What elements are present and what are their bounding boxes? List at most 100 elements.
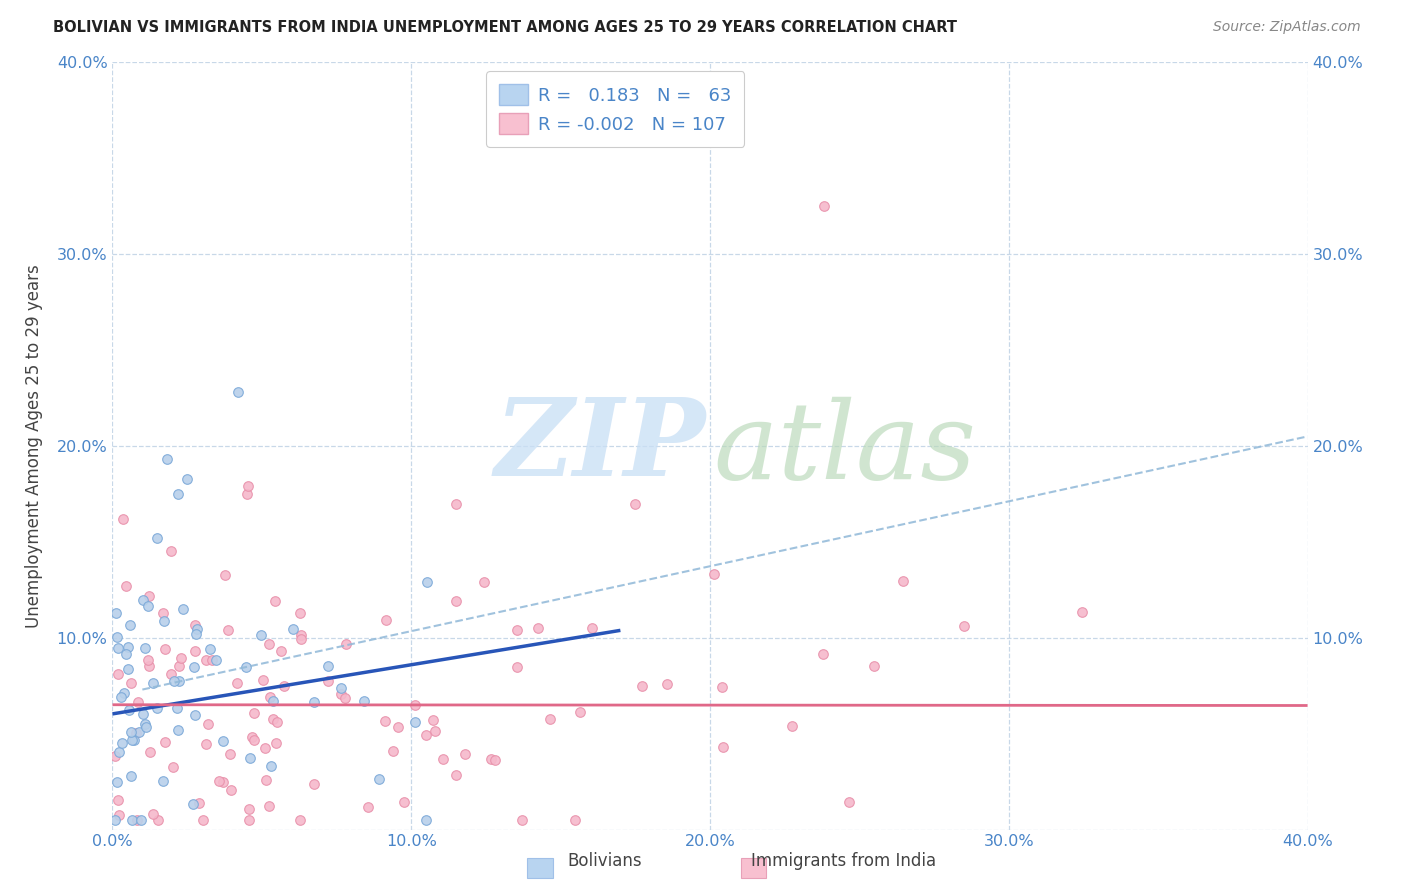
Legend: R =   0.183   N =   63, R = -0.002   N = 107: R = 0.183 N = 63, R = -0.002 N = 107 xyxy=(486,71,744,146)
Immigrants from India xyxy=(111,511,134,525)
Bolivians xyxy=(104,607,127,621)
Immigrants from India xyxy=(290,813,312,827)
Bolivians xyxy=(184,708,207,723)
Bolivians xyxy=(111,737,134,751)
Immigrants from India xyxy=(107,793,129,807)
Bolivians xyxy=(176,472,198,486)
Immigrants from India xyxy=(159,544,181,558)
Bolivians xyxy=(134,717,156,731)
Immigrants from India xyxy=(569,706,592,720)
Immigrants from India xyxy=(208,774,231,789)
Immigrants from India xyxy=(422,713,444,727)
Immigrants from India xyxy=(288,606,311,620)
Immigrants from India xyxy=(392,796,415,810)
Bolivians xyxy=(105,775,128,789)
Immigrants from India xyxy=(254,773,277,788)
Immigrants from India xyxy=(655,677,678,691)
Immigrants from India xyxy=(242,733,264,747)
Bolivians xyxy=(153,614,176,628)
Bolivians xyxy=(204,653,226,667)
Bolivians xyxy=(104,813,127,827)
Immigrants from India xyxy=(252,673,274,687)
Bolivians xyxy=(110,690,132,704)
Immigrants from India xyxy=(107,667,129,681)
Bolivians xyxy=(368,772,391,786)
Immigrants from India xyxy=(290,628,312,642)
Immigrants from India xyxy=(527,621,550,635)
Immigrants from India xyxy=(952,619,974,633)
Bolivians xyxy=(304,695,326,709)
Immigrants from India xyxy=(387,720,409,734)
Immigrants from India xyxy=(136,653,159,667)
Immigrants from India xyxy=(270,643,292,657)
Immigrants from India xyxy=(382,743,405,757)
Bolivians xyxy=(353,694,375,708)
Bolivians xyxy=(226,385,249,400)
Immigrants from India xyxy=(838,795,860,809)
Immigrants from India xyxy=(813,199,835,213)
Immigrants from India xyxy=(225,675,247,690)
Immigrants from India xyxy=(263,594,285,608)
Immigrants from India xyxy=(238,802,260,816)
Immigrants from India xyxy=(357,799,380,814)
Immigrants from India xyxy=(120,676,142,690)
Immigrants from India xyxy=(139,745,162,759)
Bolivians xyxy=(156,452,179,467)
Text: BOLIVIAN VS IMMIGRANTS FROM INDIA UNEMPLOYMENT AMONG AGES 25 TO 29 YEARS CORRELA: BOLIVIAN VS IMMIGRANTS FROM INDIA UNEMPL… xyxy=(53,20,957,35)
Bolivians xyxy=(167,674,190,689)
Bolivians xyxy=(120,618,142,632)
Immigrants from India xyxy=(290,632,312,646)
Immigrants from India xyxy=(108,808,131,822)
Y-axis label: Unemployment Among Ages 25 to 29 years: Unemployment Among Ages 25 to 29 years xyxy=(25,264,42,628)
Immigrants from India xyxy=(236,479,259,493)
Bolivians xyxy=(145,701,167,715)
Immigrants from India xyxy=(193,813,215,827)
Bolivians xyxy=(172,602,194,616)
Immigrants from India xyxy=(127,695,149,709)
Immigrants from India xyxy=(631,679,654,693)
Immigrants from India xyxy=(169,651,191,665)
Immigrants from India xyxy=(273,679,295,693)
Immigrants from India xyxy=(183,617,205,632)
Immigrants from India xyxy=(333,690,356,705)
Immigrants from India xyxy=(1070,605,1092,619)
Immigrants from India xyxy=(243,706,266,720)
Immigrants from India xyxy=(564,813,586,827)
Bolivians xyxy=(117,640,139,654)
Immigrants from India xyxy=(506,624,529,638)
Text: Source: ZipAtlas.com: Source: ZipAtlas.com xyxy=(1213,20,1361,34)
Immigrants from India xyxy=(188,796,211,810)
Immigrants from India xyxy=(183,643,205,657)
Bolivians xyxy=(142,675,165,690)
Immigrants from India xyxy=(891,574,914,588)
Immigrants from India xyxy=(262,712,284,726)
Immigrants from India xyxy=(160,667,183,681)
Immigrants from India xyxy=(259,637,281,651)
Bolivians xyxy=(152,774,174,789)
Immigrants from India xyxy=(404,698,426,712)
Immigrants from India xyxy=(240,730,263,744)
Bolivians xyxy=(262,693,284,707)
Bolivians xyxy=(167,487,190,501)
Immigrants from India xyxy=(142,807,165,822)
Immigrants from India xyxy=(374,614,396,628)
Bolivians xyxy=(146,531,169,545)
Bolivians xyxy=(235,659,257,673)
Immigrants from India xyxy=(125,813,148,827)
Immigrants from India xyxy=(214,568,236,582)
Immigrants from India xyxy=(212,775,235,789)
Bolivians xyxy=(120,725,142,739)
Immigrants from India xyxy=(238,813,260,827)
Bolivians xyxy=(183,660,205,674)
Immigrants from India xyxy=(201,653,224,667)
Immigrants from India xyxy=(148,813,170,827)
Immigrants from India xyxy=(236,487,259,501)
Immigrants from India xyxy=(318,673,340,688)
Bolivians xyxy=(121,732,143,747)
Bolivians xyxy=(132,707,155,722)
Immigrants from India xyxy=(138,659,160,673)
Immigrants from India xyxy=(155,641,177,656)
Immigrants from India xyxy=(329,687,352,701)
Immigrants from India xyxy=(104,748,127,763)
Immigrants from India xyxy=(444,768,467,782)
